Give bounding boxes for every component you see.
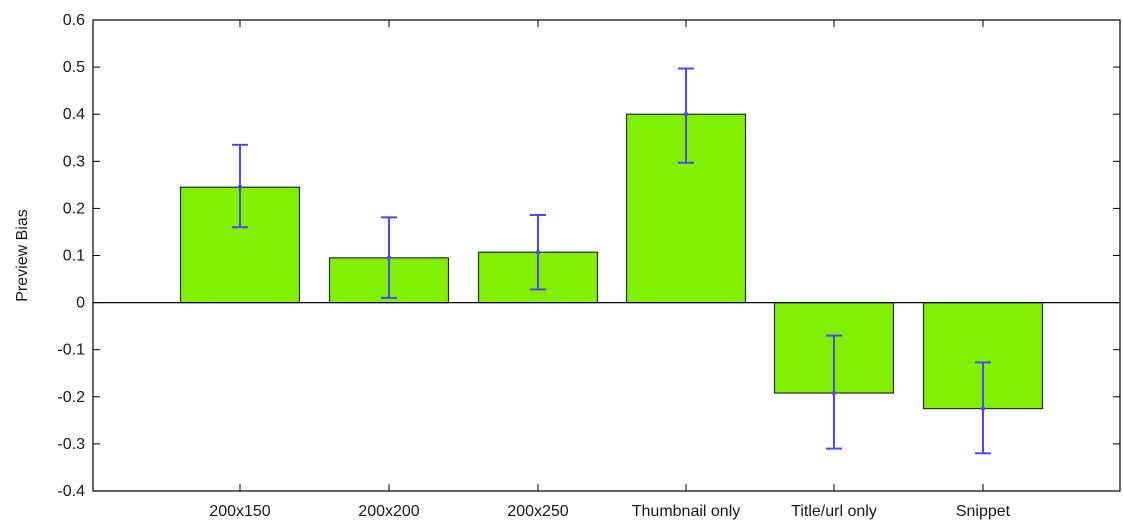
x-axis-labels: 200x150 200x200 200x250 Thumbnail only Title… [209,20,1011,520]
y-tick-label: 0.4 [63,106,85,123]
error-bars-group [232,67,991,455]
error-bar [530,213,546,291]
y-tick-label: -0.2 [57,389,85,406]
y-tick-label: -0.3 [57,436,85,453]
y-axis-title: Preview Bias [14,209,31,301]
error-bar [826,334,842,450]
x-tick-label: Title/url only [791,503,877,520]
bars-group [179,113,1044,410]
x-tick-label: Snippet [956,503,1011,520]
plot-frame [92,19,1121,492]
y-tick-label: 0 [76,295,85,312]
y-tick-label: 0.5 [63,59,85,76]
y-tick-label: 0.1 [63,248,85,265]
y-tick-label: 0.3 [63,153,85,170]
x-tick-label: Thumbnail only [632,503,741,520]
x-tick-label: 200x250 [507,503,568,520]
error-bar [975,361,991,455]
y-tick-label: -0.1 [57,342,85,359]
error-bar [232,143,248,229]
y-tick-label: 0.2 [63,200,85,217]
x-tick-label: 200x150 [209,503,270,520]
error-bar [678,67,694,164]
x-tick-label: 200x200 [358,503,419,520]
error-bar [381,216,397,299]
y-tick-label: 0.6 [63,12,85,29]
y-tick-label: -0.4 [57,483,85,500]
